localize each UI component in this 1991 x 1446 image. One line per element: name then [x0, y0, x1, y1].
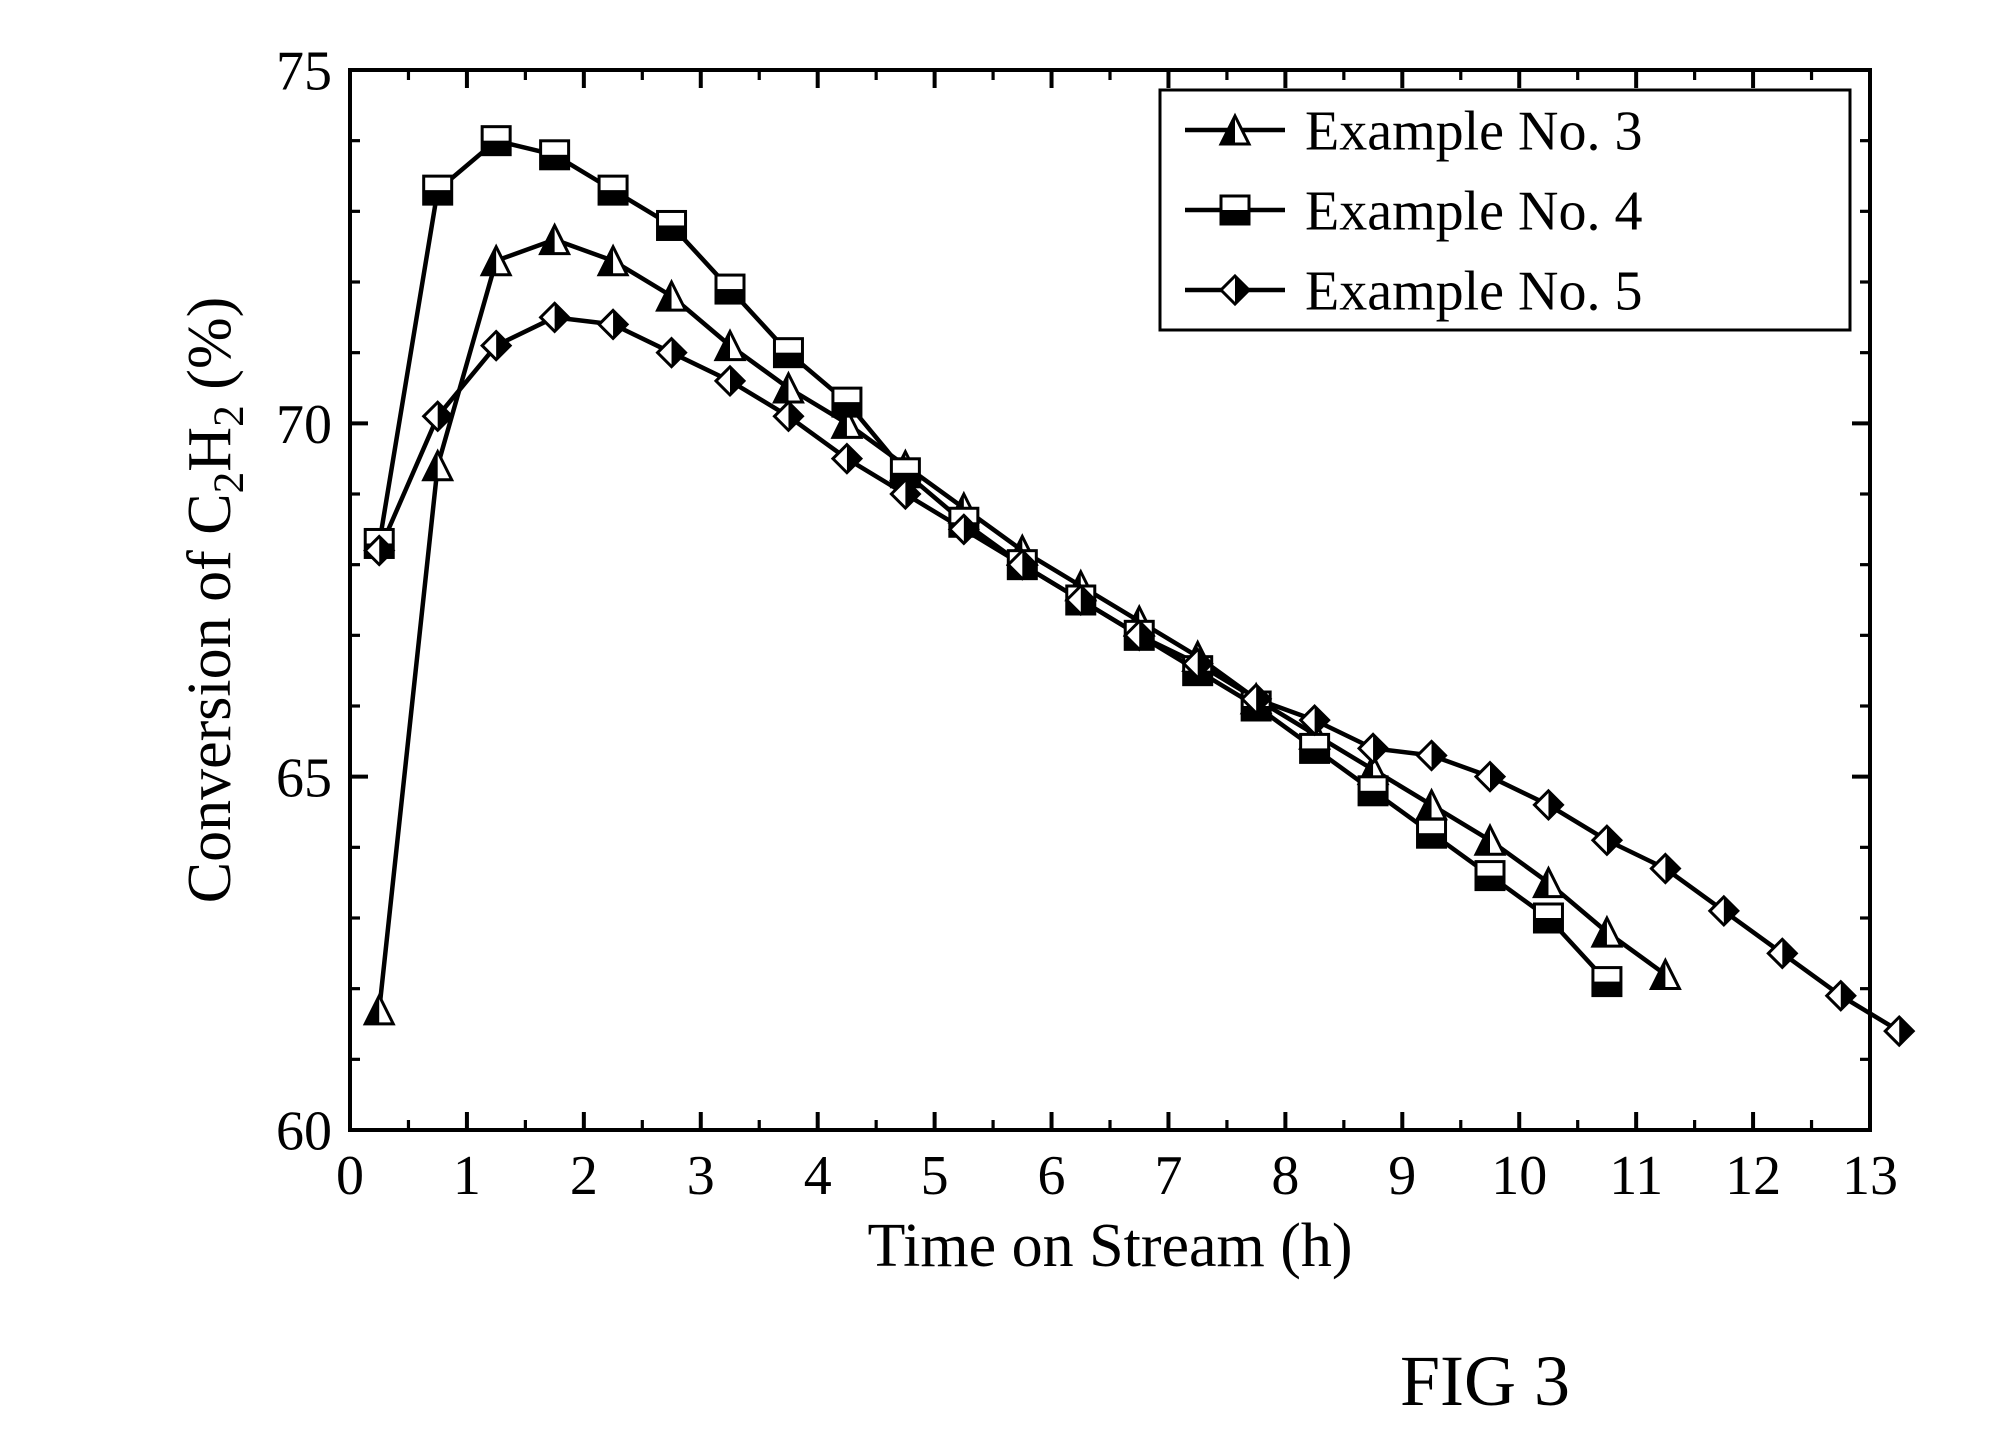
svg-text:60: 60 — [276, 1101, 332, 1163]
svg-text:Example No. 4: Example No. 4 — [1305, 181, 1642, 243]
figure-container: 01234567891011121360657075Time on Stream… — [0, 0, 1991, 1446]
figure-caption: FIG 3 — [1400, 1340, 1570, 1423]
svg-text:5: 5 — [921, 1145, 949, 1207]
svg-text:9: 9 — [1388, 1145, 1416, 1207]
svg-text:75: 75 — [276, 41, 332, 103]
svg-text:Conversion of C2H2 (%): Conversion of C2H2 (%) — [176, 297, 253, 904]
svg-text:1: 1 — [453, 1145, 481, 1207]
svg-text:3: 3 — [687, 1145, 715, 1207]
svg-text:10: 10 — [1491, 1145, 1547, 1207]
svg-text:2: 2 — [570, 1145, 598, 1207]
svg-text:Example No. 3: Example No. 3 — [1305, 101, 1642, 163]
svg-text:8: 8 — [1271, 1145, 1299, 1207]
svg-text:Example No. 5: Example No. 5 — [1305, 261, 1642, 323]
chart: 01234567891011121360657075Time on Stream… — [0, 0, 1991, 1446]
svg-text:4: 4 — [804, 1145, 832, 1207]
svg-text:Time on Stream (h): Time on Stream (h) — [867, 1212, 1352, 1280]
svg-text:6: 6 — [1038, 1145, 1066, 1207]
svg-text:11: 11 — [1609, 1145, 1663, 1207]
svg-text:7: 7 — [1154, 1145, 1182, 1207]
svg-text:65: 65 — [276, 747, 332, 809]
svg-text:13: 13 — [1842, 1145, 1898, 1207]
svg-text:0: 0 — [336, 1145, 364, 1207]
svg-text:12: 12 — [1725, 1145, 1781, 1207]
svg-text:70: 70 — [276, 394, 332, 456]
